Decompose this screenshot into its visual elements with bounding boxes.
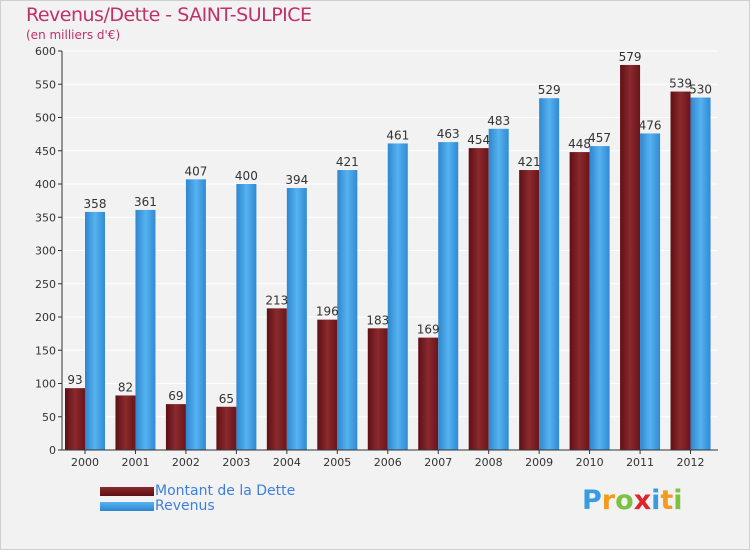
x-tick-label: 2005	[323, 456, 351, 469]
bar-revenue-2002	[185, 179, 206, 450]
data-label-debt-2010: 448	[568, 137, 591, 151]
x-tick-label: 2009	[525, 456, 553, 469]
bar-revenue-2008	[488, 128, 509, 450]
y-tick-label: 250	[35, 278, 56, 291]
bar-revenue-2003	[236, 184, 257, 450]
x-tick-label: 2011	[626, 456, 654, 469]
y-tick-label: 150	[35, 344, 56, 357]
bar-debt-2000	[65, 388, 85, 450]
data-label-debt-2004: 213	[265, 293, 288, 307]
data-label-revenue-2009: 529	[538, 83, 561, 97]
data-label-debt-2006: 183	[366, 313, 389, 327]
chart-title: Revenus/Dette - SAINT-SULPICE	[26, 4, 312, 26]
legend-swatch-revenue	[100, 502, 154, 511]
bar-revenue-2006	[387, 143, 408, 450]
y-tick-label: 50	[42, 411, 56, 424]
bar-revenue-2005	[337, 170, 358, 450]
logo-letter: i	[673, 485, 683, 516]
data-label-debt-2002: 69	[168, 389, 183, 403]
data-label-revenue-2004: 394	[285, 173, 308, 187]
bar-debt-2001	[115, 395, 136, 450]
legend-label-debt: Montant de la Dette	[155, 483, 296, 499]
data-label-revenue-2003: 400	[235, 169, 258, 183]
data-label-revenue-2007: 463	[437, 127, 460, 141]
data-label-revenue-2012: 530	[689, 83, 712, 97]
bar-debt-2002	[165, 404, 186, 450]
y-tick-label: 350	[35, 211, 56, 224]
data-label-debt-2008: 454	[467, 133, 490, 147]
labels-layer: 93 358 82 361 69 407 65 400 213 394 196 421 183 461 16…	[67, 50, 712, 406]
data-label-debt-2000: 93	[67, 373, 82, 387]
axis-layer: 0 50 100 150 200 250 300 350 400 450 500 550 600 2000…	[35, 45, 718, 469]
bar-debt-2012	[670, 91, 691, 450]
bars-layer	[65, 64, 711, 451]
legend-swatch-debt	[100, 487, 154, 496]
bar-revenue-2000	[85, 211, 105, 450]
x-tick-label: 2003	[222, 456, 250, 469]
y-tick-label: 100	[35, 378, 56, 391]
bar-debt-2011	[620, 64, 641, 450]
bar-debt-2003	[216, 406, 237, 450]
data-label-debt-2009: 421	[518, 155, 541, 169]
x-tick-label: 2012	[677, 456, 705, 469]
bar-revenue-2011	[640, 133, 661, 450]
y-tick-label: 450	[35, 145, 56, 158]
bar-debt-2006	[367, 328, 388, 450]
logo-letter: i	[651, 485, 661, 516]
logo-letter: P	[582, 485, 602, 516]
logo-letter: o	[615, 485, 634, 516]
data-label-debt-2005: 196	[316, 305, 339, 319]
bar-revenue-2010	[589, 146, 610, 450]
y-tick-label: 400	[35, 178, 56, 191]
x-tick-label: 2001	[121, 456, 149, 469]
data-label-revenue-2000: 358	[84, 197, 107, 211]
logo-letter: r	[601, 485, 616, 516]
data-label-revenue-2002: 407	[184, 164, 207, 178]
x-tick-label: 2010	[576, 456, 604, 469]
data-label-revenue-2001: 361	[134, 195, 157, 209]
bar-revenue-2001	[135, 209, 156, 450]
bar-debt-2008	[468, 148, 489, 450]
data-label-debt-2001: 82	[118, 380, 133, 394]
chart-subtitle: (en milliers d'€)	[26, 28, 121, 42]
bar-debt-2004	[266, 308, 287, 450]
data-label-revenue-2011: 476	[639, 118, 662, 132]
legend-label-revenue: Revenus	[155, 498, 215, 514]
y-tick-label: 600	[35, 45, 56, 58]
y-tick-label: 200	[35, 311, 56, 324]
data-label-debt-2012: 539	[669, 77, 692, 91]
y-tick-label: 0	[49, 444, 56, 457]
bar-debt-2009	[519, 170, 540, 450]
bar-revenue-2004	[286, 187, 307, 451]
x-tick-label: 2000	[71, 456, 99, 469]
data-label-debt-2007: 169	[417, 323, 440, 337]
bar-debt-2010	[569, 152, 590, 450]
bar-debt-2007	[418, 337, 439, 450]
data-label-debt-2003: 65	[219, 392, 234, 406]
x-tick-label: 2007	[424, 456, 452, 469]
logo-letter: x	[633, 485, 652, 516]
bar-revenue-2009	[539, 98, 560, 450]
bar-debt-2005	[317, 319, 338, 450]
x-tick-label: 2002	[172, 456, 200, 469]
bar-revenue-2012	[690, 97, 711, 451]
data-label-revenue-2010: 457	[588, 131, 611, 145]
bar-revenue-2007	[438, 142, 459, 451]
y-tick-label: 500	[35, 112, 56, 125]
logo-letter: t	[660, 485, 674, 516]
y-tick-label: 550	[35, 78, 56, 91]
y-tick-label: 300	[35, 245, 56, 258]
data-label-revenue-2008: 483	[487, 114, 510, 128]
x-tick-label: 2004	[273, 456, 301, 469]
data-label-debt-2011: 579	[619, 50, 642, 64]
data-label-revenue-2006: 461	[386, 128, 409, 142]
x-tick-label: 2006	[374, 456, 402, 469]
x-tick-label: 2008	[475, 456, 503, 469]
proxiti-logo: Proxiti	[582, 485, 683, 516]
data-label-revenue-2005: 421	[336, 155, 359, 169]
